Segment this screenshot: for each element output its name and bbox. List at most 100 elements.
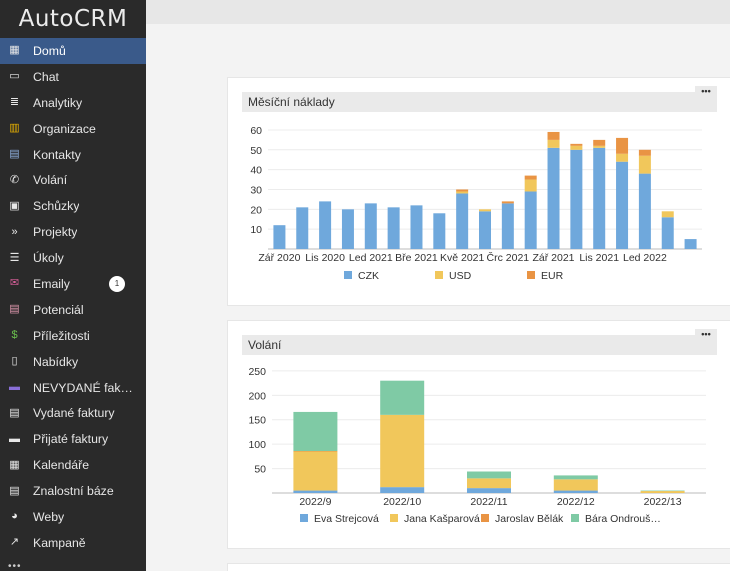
sidebar-item-label: Organizace	[33, 121, 96, 136]
bar	[553, 475, 598, 480]
sidebar-item-label: Projekty	[33, 225, 78, 240]
x-tick-label: 2022/10	[383, 496, 421, 508]
bar	[319, 201, 332, 249]
bar	[479, 211, 491, 249]
bar	[380, 487, 425, 493]
bar	[456, 191, 469, 194]
y-tick-label: 50	[254, 464, 266, 476]
sidebar-item-přijaté-faktury[interactable]: ▬ Přijaté faktury	[0, 426, 146, 452]
sidebar-item-chat[interactable]: ▭ Chat	[0, 64, 146, 90]
chart-line-icon: ↗	[9, 536, 20, 549]
sidebar-item-úkoly[interactable]: ☰ Úkoly	[0, 245, 146, 271]
bar	[616, 161, 629, 249]
x-tick-label: Kvě 2021	[440, 252, 485, 264]
archive-icon: ▬	[9, 432, 20, 445]
sidebar-item-vydané-faktury[interactable]: ▤ Vydané faktury	[0, 400, 146, 426]
bar	[570, 143, 583, 146]
legend-swatch	[344, 271, 352, 279]
sidebar-item-kampaně[interactable]: ↗ Kampaně	[0, 530, 146, 556]
sidebar-item-kontakty[interactable]: ▤ Kontakty	[0, 142, 146, 168]
bar	[547, 147, 560, 249]
sidebar-item-label: Potenciál	[33, 302, 84, 317]
sidebar-item-label: Domů	[33, 43, 66, 58]
sidebar-item-znalostní-báze[interactable]: ▤ Znalostní báze	[0, 478, 146, 504]
y-tick-label: 60	[250, 125, 262, 137]
sidebar-item-emaily[interactable]: ✉ Emaily 1	[0, 271, 146, 297]
legend-label: CZK	[358, 270, 379, 282]
bar	[467, 471, 511, 479]
sidebar-item-nevydané-faktury[interactable]: ▬ NEVYDANÉ faktury	[0, 375, 146, 401]
bar	[433, 213, 446, 249]
legend-swatch	[300, 514, 308, 522]
phone-icon: ✆	[9, 173, 20, 186]
panel-title: Volání	[248, 338, 282, 352]
x-tick-label: Zář 2020	[258, 252, 300, 264]
sidebar-item-příležitosti[interactable]: $ Příležitosti	[0, 323, 146, 349]
bar	[570, 149, 583, 249]
sidebar-item-label: Weby	[33, 509, 65, 524]
bar	[296, 207, 309, 249]
building-icon: ▥	[9, 122, 20, 135]
bar	[467, 478, 511, 489]
sidebar-item-label: Úkoly	[33, 251, 64, 266]
id-card-icon: ▤	[9, 303, 20, 316]
sidebar-item-analytiky[interactable]: ≣ Analytiky	[0, 90, 146, 116]
bar	[616, 153, 629, 162]
sidebar-item-label: Příležitosti	[33, 328, 90, 343]
panel-menu-icon[interactable]: •••	[695, 86, 717, 100]
bar	[456, 189, 469, 192]
panel-header: Měsíční náklady •••	[242, 86, 717, 112]
bar	[410, 205, 423, 249]
bar	[341, 209, 354, 249]
bar	[547, 139, 560, 148]
bar	[553, 479, 598, 491]
sidebar-item-label: Vydané faktury	[33, 406, 115, 421]
sidebar-item-label: Kampaně	[33, 535, 86, 550]
sidebar-item-label: Znalostní báze	[33, 484, 114, 499]
x-tick-label: 2022/9	[299, 496, 331, 508]
sidebar-item-projekty[interactable]: » Projekty	[0, 219, 146, 245]
monthly-costs-chart: 10 20 30 40 50 60 Zář 2020 Lis 2020 Led 2021 Bře …	[250, 125, 702, 282]
sidebar: AutoCRM ▦ Domů ▭ Chat ≣ Analytiky ▥ Organizace ▤…	[0, 0, 146, 571]
sidebar-item-weby[interactable]: ◕ Weby	[0, 504, 146, 530]
x-tick-label: Led 2021	[349, 252, 393, 264]
sidebar-item-schůzky[interactable]: ▣ Schůzky	[0, 193, 146, 219]
app-logo[interactable]: AutoCRM	[18, 6, 128, 32]
y-tick-label: 200	[248, 390, 266, 402]
calendar-icon: ▦	[9, 458, 20, 471]
bar	[638, 173, 651, 249]
x-tick-label: 2022/11	[470, 496, 507, 508]
bar	[593, 139, 606, 146]
y-tick-label: 50	[250, 145, 262, 157]
x-tick-label: Lis 2020	[305, 252, 345, 264]
sidebar-item-nabídky[interactable]: ▯ Nabídky	[0, 349, 146, 375]
sidebar-item-label: Schůzky	[33, 199, 80, 214]
y-tick-label: 150	[248, 415, 266, 427]
legend-label: Eva Strejcová	[314, 513, 379, 525]
contact-card-icon: ▤	[9, 148, 20, 160]
x-tick-label: 2022/12	[557, 496, 595, 508]
sidebar-item-label: Volání	[33, 173, 68, 188]
legend-label: Jana Kašparová	[404, 513, 480, 525]
bar	[293, 411, 338, 451]
calendar-check-icon: ▣	[9, 199, 20, 212]
sidebar-item-domů[interactable]: ▦ Domů	[0, 38, 146, 64]
bar	[501, 201, 514, 204]
y-tick-label: 40	[250, 165, 262, 177]
sidebar-item-label: Nabídky	[33, 354, 79, 369]
sidebar-item-volání[interactable]: ✆ Volání	[0, 167, 146, 193]
sidebar-nav: ▦ Domů ▭ Chat ≣ Analytiky ▥ Organizace ▤ Kontakty…	[0, 38, 146, 556]
bar	[661, 217, 674, 249]
sidebar-more-icon[interactable]: •••	[8, 561, 22, 571]
bar	[524, 179, 537, 192]
calls-panel: Volání ••• 50 100 150 200 250 2022/9 2022/10 20…	[227, 320, 730, 549]
bar	[456, 193, 469, 249]
sidebar-item-organizace[interactable]: ▥ Organizace	[0, 116, 146, 142]
sidebar-item-potenciál[interactable]: ▤ Potenciál	[0, 297, 146, 323]
sidebar-item-label: Kalendáře	[33, 458, 90, 473]
sidebar-item-kalendáře[interactable]: ▦ Kalendáře	[0, 452, 146, 478]
legend-label: Jaroslav Bělák	[495, 513, 564, 525]
legend-label: Bára Ondrouš…	[585, 513, 661, 525]
panel-menu-icon[interactable]: •••	[695, 329, 717, 343]
calls-chart: 50 100 150 200 250 2022/9 2022/10 2022/11 2022/1…	[248, 366, 706, 525]
